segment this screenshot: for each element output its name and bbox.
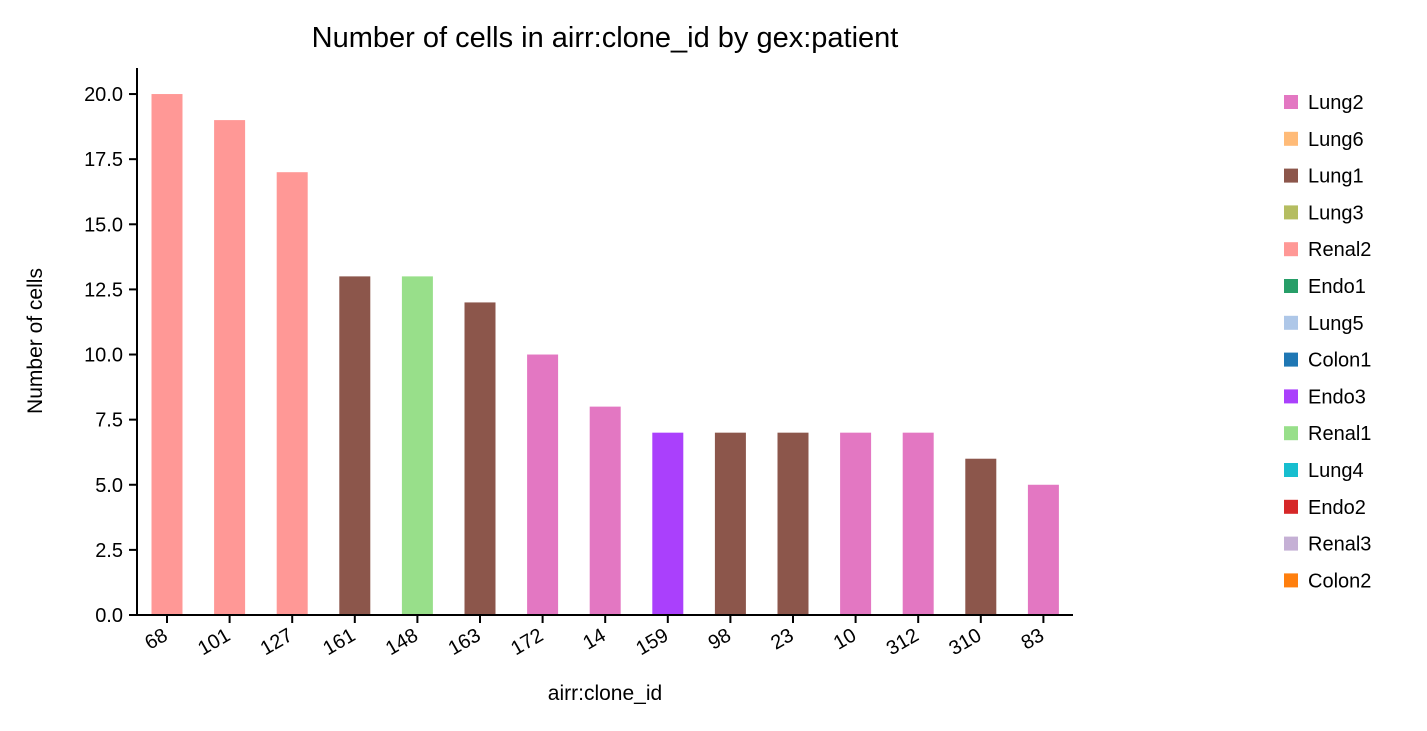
y-tick-label: 20.0 [84, 84, 123, 106]
x-tick-label: 172 [507, 624, 547, 660]
legend-label: Renal2 [1308, 239, 1371, 261]
bar-127 [276, 172, 308, 615]
legend-item-lung5: Lung5 [1284, 313, 1364, 335]
legend-item-lung6: Lung6 [1284, 129, 1364, 151]
bar-161 [339, 276, 371, 615]
bar-101 [214, 120, 246, 615]
legend-item-colon2: Colon2 [1284, 570, 1371, 592]
legend-label: Colon1 [1308, 350, 1371, 372]
chart-title: Number of cells in airr:clone_id by gex:… [312, 22, 899, 54]
x-tick-label: 148 [382, 624, 422, 660]
legend-swatch [1284, 352, 1298, 367]
x-tick-label: 10 [830, 624, 860, 654]
legend-item-endo3: Endo3 [1284, 386, 1366, 408]
y-tick-label: 7.5 [95, 410, 123, 432]
legend-label: Lung1 [1308, 166, 1364, 188]
legend-item-renal2: Renal2 [1284, 239, 1371, 261]
x-axis-label: airr:clone_id [548, 682, 662, 705]
legend-item-lung1: Lung1 [1284, 166, 1364, 188]
x-tick-label: 98 [705, 624, 735, 654]
y-axis-label: Number of cells [24, 268, 47, 414]
bar-10 [840, 432, 872, 615]
bars-layer [151, 94, 1059, 616]
legend-item-lung4: Lung4 [1284, 460, 1364, 482]
x-tick-label: 14 [579, 624, 609, 654]
x-axis: 68 101 127 161 148 163 172 14 159 98 23 10 312 310 83 [136, 614, 1073, 660]
y-tick-label: 17.5 [84, 149, 123, 171]
legend-label: Colon2 [1308, 570, 1371, 592]
legend-swatch [1284, 315, 1298, 330]
x-tick-label: 83 [1018, 624, 1048, 654]
legend-swatch [1284, 426, 1298, 441]
legend-item-renal3: Renal3 [1284, 534, 1371, 556]
y-tick-label: 0.0 [95, 605, 123, 627]
legend-swatch [1284, 536, 1298, 551]
legend-item-lung2: Lung2 [1284, 92, 1364, 114]
x-tick-label: 312 [883, 624, 923, 660]
x-tick-label: 68 [141, 624, 171, 654]
x-tick-label: 101 [194, 624, 234, 660]
bar-98 [714, 432, 746, 615]
legend-label: Lung2 [1308, 92, 1364, 114]
legend-swatch [1284, 499, 1298, 514]
x-tick-label: 127 [257, 624, 297, 660]
legend-label: Endo3 [1308, 386, 1366, 408]
legend-swatch [1284, 389, 1298, 404]
legend-label: Lung5 [1308, 313, 1364, 335]
legend-item-lung3: Lung3 [1284, 202, 1364, 224]
bar-148 [401, 276, 433, 615]
legend-item-renal1: Renal1 [1284, 423, 1371, 445]
legend-swatch [1284, 279, 1298, 293]
legend-swatch [1284, 131, 1298, 146]
legend-label: Lung4 [1308, 460, 1364, 482]
bar-310 [965, 458, 997, 615]
legend-label: Lung6 [1308, 129, 1364, 151]
x-tick-label: 159 [632, 624, 672, 660]
legend-item-colon1: Colon1 [1284, 350, 1371, 372]
legend-item-endo2: Endo2 [1284, 497, 1366, 519]
y-axis: 0.0 2.5 5.0 7.5 10.0 12.5 15.0 17.5 20.0 [84, 68, 138, 627]
legend-label: Endo1 [1308, 276, 1366, 298]
legend-label: Renal3 [1308, 534, 1371, 556]
legend-swatch [1284, 205, 1298, 220]
bar-68 [151, 94, 183, 616]
y-tick-label: 2.5 [95, 540, 123, 562]
bar-23 [777, 432, 809, 615]
y-tick-label: 15.0 [84, 214, 123, 236]
legend-label: Lung3 [1308, 202, 1364, 224]
legend-label: Endo2 [1308, 497, 1366, 519]
legend-item-endo1: Endo1 [1284, 276, 1366, 298]
legend-swatch [1284, 168, 1298, 183]
bar-172 [527, 354, 559, 615]
bar-312 [902, 432, 934, 615]
legend-swatch [1284, 242, 1298, 257]
legend-label: Renal1 [1308, 423, 1371, 445]
bar-83 [1027, 484, 1059, 615]
y-tick-label: 10.0 [84, 345, 123, 367]
x-tick-label: 23 [767, 624, 797, 654]
bar-14 [589, 406, 621, 615]
x-tick-label: 163 [445, 624, 485, 660]
bar-159 [652, 432, 684, 615]
y-tick-label: 12.5 [84, 279, 123, 301]
x-tick-label: 161 [319, 624, 359, 660]
x-tick-label: 310 [945, 624, 985, 660]
legend-swatch [1284, 463, 1298, 477]
legend: Lung2 Lung6 Lung1 Lung3 Renal2 Endo1 Lung5 Colo… [1284, 92, 1371, 592]
bar-163 [464, 302, 496, 615]
legend-swatch [1284, 573, 1298, 588]
legend-swatch [1284, 95, 1298, 109]
y-tick-label: 5.0 [95, 475, 123, 497]
